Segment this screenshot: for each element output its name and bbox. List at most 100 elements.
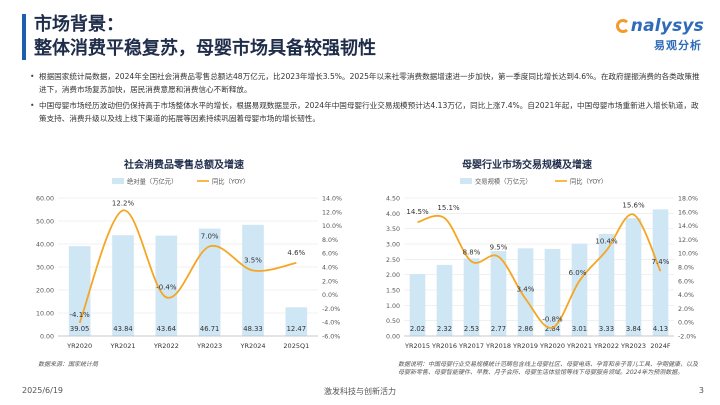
- chart-left-title: 社会消费品零售总额及增速: [124, 160, 244, 171]
- legend-bar-label: 交易规模（万亿元）: [475, 177, 532, 186]
- x-tick-label: YR2020: [539, 342, 565, 350]
- chart-left-source: 数据来源：国家统计局: [38, 361, 99, 368]
- x-tick-label: YR2017: [458, 342, 484, 350]
- bar-value-label: 3.01: [572, 325, 587, 333]
- logo-text-cn: 易观分析: [654, 39, 702, 52]
- bar: [544, 248, 561, 336]
- bar: [285, 307, 308, 336]
- y-tick-right: 18.0%: [678, 196, 698, 203]
- bar: [436, 264, 453, 336]
- chart-right-title: 母婴行业市场交易规模及增速: [462, 160, 592, 171]
- x-tick-label: YR2023: [620, 342, 646, 350]
- y-tick-left: 0.00: [386, 334, 400, 341]
- y-tick-right: 10.0%: [678, 251, 698, 258]
- bar-value-label: 2.86: [518, 325, 533, 333]
- chart-maternal-market: 0.00 0.50 1.00 1.50 2.00 2.50 3.00 3.50 4.00 4.50…: [386, 177, 698, 351]
- line-point-label: 3.5%: [244, 256, 262, 264]
- bullet-retail: 根据国家统计局数据，2024年全国社会消费品零售总额达48万亿元，比2023年增…: [30, 70, 702, 96]
- y-tick-right: -2.0%: [322, 306, 340, 313]
- x-tick-label: YR2022: [593, 342, 619, 350]
- y-tick-left: 20.00: [36, 288, 54, 295]
- x-tick-label: YR2021: [109, 342, 135, 350]
- bar: [571, 243, 588, 336]
- series-line-yoy: [417, 213, 662, 329]
- x-tick-label: 2025Q1: [283, 342, 309, 350]
- y-tick-right: 12.0%: [678, 237, 698, 244]
- legend-bar-label: 绝对量（万亿元）: [127, 177, 177, 186]
- x-tick-label: YR2024: [239, 342, 265, 350]
- bar: [625, 218, 642, 336]
- x-tick-label: YR2022: [153, 342, 179, 350]
- bar-value-label: 2.32: [437, 325, 452, 333]
- y-tick-right: 6.0%: [678, 278, 694, 285]
- logo-text-en: nalysys: [630, 16, 704, 36]
- line-point-label: 4.6%: [287, 249, 305, 257]
- page-title-line2: 整体消费平稳复苏，母婴市场具备较强韧性: [34, 38, 376, 59]
- y-tick-right: 14.0%: [322, 196, 342, 203]
- x-tick-label: YR2019: [512, 342, 538, 350]
- bullet-maternal: 中国母婴市场经历波动但仍保持高于市场整体水平的增长，根据易观数据显示，2024年…: [30, 99, 702, 125]
- y-tick-left: 40.00: [36, 242, 54, 249]
- x-tick-label: YR2015: [404, 342, 430, 350]
- bar: [68, 246, 91, 336]
- chart-retail-sales: 0.00 10.00 20.00 30.00 40.00 50.00 60.00 -6.0% -…: [36, 177, 342, 351]
- bar-value-label: 43.84: [113, 325, 132, 333]
- legend-line-label: 同比（YOY）: [570, 177, 607, 186]
- y-tick-right: 6.0%: [322, 251, 338, 258]
- bar-value-label: 46.71: [200, 325, 219, 333]
- y-tick-right: 16.0%: [678, 209, 698, 216]
- series-line-yoy: [78, 209, 297, 324]
- bar-value-label: 2.84: [545, 325, 560, 333]
- bullet-list: 根据国家统计局数据，2024年全国社会消费品零售总额达48万亿元，比2023年增…: [30, 70, 702, 128]
- line-point-label: -4.1%: [70, 311, 91, 319]
- bar: [409, 274, 426, 336]
- y-tick-left: 1.00: [386, 303, 400, 310]
- line-point-label: 8.8%: [463, 248, 481, 256]
- line-point-label: 7.4%: [652, 258, 670, 266]
- bar-value-label: 3.33: [599, 325, 614, 333]
- bar-value-label: 4.13: [653, 325, 668, 333]
- y-tick-right: 8.0%: [322, 237, 338, 244]
- bar: [490, 251, 507, 336]
- title-accent-bar: [22, 14, 26, 60]
- y-tick-left: 0.50: [386, 318, 400, 325]
- y-tick-right: -4.0%: [322, 320, 340, 327]
- y-tick-left: 4.00: [386, 211, 400, 218]
- x-tick-label: YR2020: [66, 342, 92, 350]
- logo-mark-icon: [616, 19, 630, 33]
- line-point-label: 10.4%: [595, 237, 618, 245]
- y-tick-left: 3.50: [386, 226, 400, 233]
- bar: [598, 233, 615, 336]
- line-point-label: -0.4%: [156, 283, 177, 291]
- y-tick-left: 2.50: [386, 257, 400, 264]
- bar-value-label: 2.77: [491, 325, 506, 333]
- y-tick-right: 0.0%: [678, 320, 694, 327]
- y-tick-right: 8.0%: [678, 265, 694, 272]
- bar-value-label: 3.84: [626, 325, 641, 333]
- y-tick-left: 30.00: [36, 265, 54, 272]
- line-point-label: 6.0%: [569, 269, 587, 277]
- y-tick-right: 2.0%: [678, 306, 694, 313]
- x-tick-label: YR2023: [196, 342, 222, 350]
- bar-value-label: 2.53: [464, 325, 479, 333]
- bar-value-label: 43.64: [157, 325, 176, 333]
- y-tick-right: -6.0%: [322, 334, 340, 341]
- y-tick-left: 2.00: [386, 272, 400, 279]
- y-tick-right: 0.0%: [322, 292, 338, 299]
- y-tick-right: 10.0%: [322, 223, 342, 230]
- x-tick-label: 2024F: [650, 342, 671, 350]
- y-tick-left: 4.50: [386, 196, 400, 203]
- y-tick-left: 3.00: [386, 242, 400, 249]
- line-point-label: 15.1%: [437, 204, 460, 212]
- footer-date: 2025/6/19: [22, 386, 64, 395]
- y-tick-right: 4.0%: [322, 265, 338, 272]
- y-tick-left: 60.00: [36, 196, 54, 203]
- line-point-label: 7.0%: [201, 232, 219, 240]
- footer-slogan: 激发科技与创新活力: [324, 387, 396, 396]
- x-tick-label: YR2016: [431, 342, 457, 350]
- y-tick-left: 1.50: [386, 288, 400, 295]
- y-tick-left: 10.00: [36, 311, 54, 318]
- y-tick-right: 12.0%: [322, 209, 342, 216]
- page-number: 3: [698, 386, 704, 395]
- bar: [652, 209, 669, 336]
